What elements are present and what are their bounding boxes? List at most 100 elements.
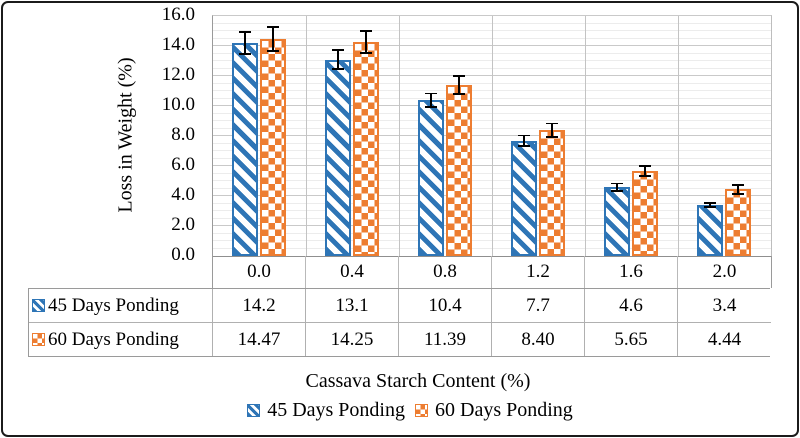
category-separator	[399, 16, 400, 256]
error-bar-cap-top	[518, 134, 530, 137]
table-value-cell: 14.2	[213, 289, 306, 323]
error-bar-cap-top	[639, 165, 651, 168]
error-bar-stem	[430, 92, 432, 108]
error-bar	[425, 92, 437, 108]
x-category-label: 0.4	[306, 256, 399, 288]
error-bar-cap-bottom	[639, 175, 651, 178]
error-bar	[453, 75, 465, 95]
error-bar-cap-top	[360, 30, 372, 33]
y-tick-label: 10.0	[161, 94, 195, 115]
bar-60-days-ponding-cat-0.0	[260, 38, 286, 256]
legend-item-45-days: 45 Days Ponding	[247, 399, 405, 422]
x-category-label: 0.8	[399, 256, 492, 288]
error-bar-cap-top	[611, 182, 623, 185]
legend-swatch-45-days-icon	[247, 404, 261, 417]
error-bar-stem	[244, 31, 246, 55]
table-series-name: 60 Days Ponding	[48, 328, 179, 350]
bar-45-days-ponding-cat-1.6	[604, 187, 630, 256]
x-category-label: 1.2	[492, 256, 585, 288]
legend: 45 Days Ponding 60 Days Ponding	[20, 399, 800, 422]
table-value-cell: 14.47	[213, 323, 306, 356]
error-bar-cap-bottom	[518, 144, 530, 147]
x-category-label: 0.0	[213, 256, 306, 288]
error-bar-stem	[523, 134, 525, 147]
x-axis-category-row: 0.0 0.4 0.8 1.2 1.6 2.0	[212, 256, 772, 288]
error-bar	[267, 26, 279, 52]
error-bar	[611, 182, 623, 192]
table-value-cell: 7.7	[492, 289, 585, 323]
error-bar-cap-top	[453, 75, 465, 78]
error-bar	[732, 184, 744, 195]
bar-45-days-ponding-cat-0.8	[418, 100, 444, 256]
x-category-label: 1.6	[585, 256, 678, 288]
y-tick-label: 6.0	[171, 154, 195, 175]
table-swatch-60-days-icon	[32, 333, 45, 346]
error-bar-cap-top	[732, 184, 744, 186]
y-tick-label: 16.0	[161, 4, 195, 25]
error-bar-cap-top	[332, 49, 344, 51]
y-tick-label: 2.0	[171, 214, 195, 235]
error-bar-stem	[337, 49, 339, 70]
category-separator	[306, 16, 307, 256]
bar-60-days-ponding-cat-0.4	[353, 42, 379, 256]
bar-45-days-ponding-cat-2.0	[697, 205, 723, 256]
error-bar-cap-bottom	[611, 189, 623, 192]
table-value-cell: 14.25	[306, 323, 399, 356]
category-separator	[585, 16, 586, 256]
table-series-label: 60 Days Ponding	[29, 323, 213, 356]
error-bar-cap-top	[239, 31, 251, 33]
error-bar-cap-bottom	[704, 206, 716, 208]
bar-45-days-ponding-cat-0.4	[325, 59, 351, 256]
error-bar-cap-top	[425, 92, 437, 95]
y-tick-label: 4.0	[171, 184, 195, 205]
x-category-label: 2.0	[712, 261, 737, 282]
error-bar-cap-bottom	[546, 135, 558, 138]
error-bar-cap-bottom	[453, 93, 465, 95]
error-bar-cap-bottom	[732, 192, 744, 195]
error-bar-stem	[616, 182, 618, 192]
table-value-cell: 11.39	[399, 323, 492, 356]
y-tick-label: 12.0	[161, 64, 195, 85]
error-bar-stem	[272, 26, 274, 52]
error-bar-cap-top	[267, 26, 279, 28]
bar-60-days-ponding-cat-1.6	[632, 171, 658, 256]
table-value-cell: 10.4	[399, 289, 492, 323]
bar-45-days-ponding-cat-1.2	[511, 140, 537, 256]
table-swatch-45-days-icon	[32, 299, 45, 312]
error-bar-stem	[644, 165, 646, 178]
error-bar-stem	[458, 75, 460, 95]
legend-label-60-days: 60 Days Ponding	[435, 399, 573, 421]
error-bar-cap-bottom	[360, 52, 372, 55]
error-bar	[239, 31, 251, 55]
error-bar	[360, 30, 372, 55]
error-bar-stem	[551, 122, 553, 138]
table-series-name: 45 Days Ponding	[48, 294, 179, 316]
error-bar	[518, 134, 530, 147]
legend-label-45-days: 45 Days Ponding	[267, 399, 405, 421]
category-separator	[678, 16, 679, 256]
error-bar-stem	[737, 184, 739, 195]
error-bar-cap-bottom	[425, 105, 437, 108]
table-series-label: 45 Days Ponding	[29, 289, 213, 323]
error-bar-cap-top	[704, 202, 716, 204]
y-tick-label: 8.0	[171, 124, 195, 145]
bar-60-days-ponding-cat-1.2	[539, 130, 565, 256]
legend-swatch-60-days-icon	[415, 404, 428, 417]
error-bar-stem	[709, 202, 711, 208]
bar-45-days-ponding-cat-0.0	[232, 43, 258, 256]
error-bar	[332, 49, 344, 70]
error-bar-stem	[365, 30, 367, 55]
table-value-cell: 3.4	[678, 289, 771, 323]
plot-area	[212, 15, 772, 257]
table-value-cell: 8.40	[492, 323, 585, 356]
y-tick-label: 0.0	[171, 244, 195, 265]
error-bar-cap-bottom	[267, 49, 279, 52]
error-bar-cap-bottom	[239, 53, 251, 55]
y-tick-label: 14.0	[161, 34, 195, 55]
error-bar-cap-top	[546, 122, 558, 125]
table-value-cell: 13.1	[306, 289, 399, 323]
error-bar	[704, 202, 716, 208]
x-axis-title: Cassava Starch Content (%)	[305, 370, 531, 392]
bar-60-days-ponding-cat-2.0	[725, 189, 751, 256]
